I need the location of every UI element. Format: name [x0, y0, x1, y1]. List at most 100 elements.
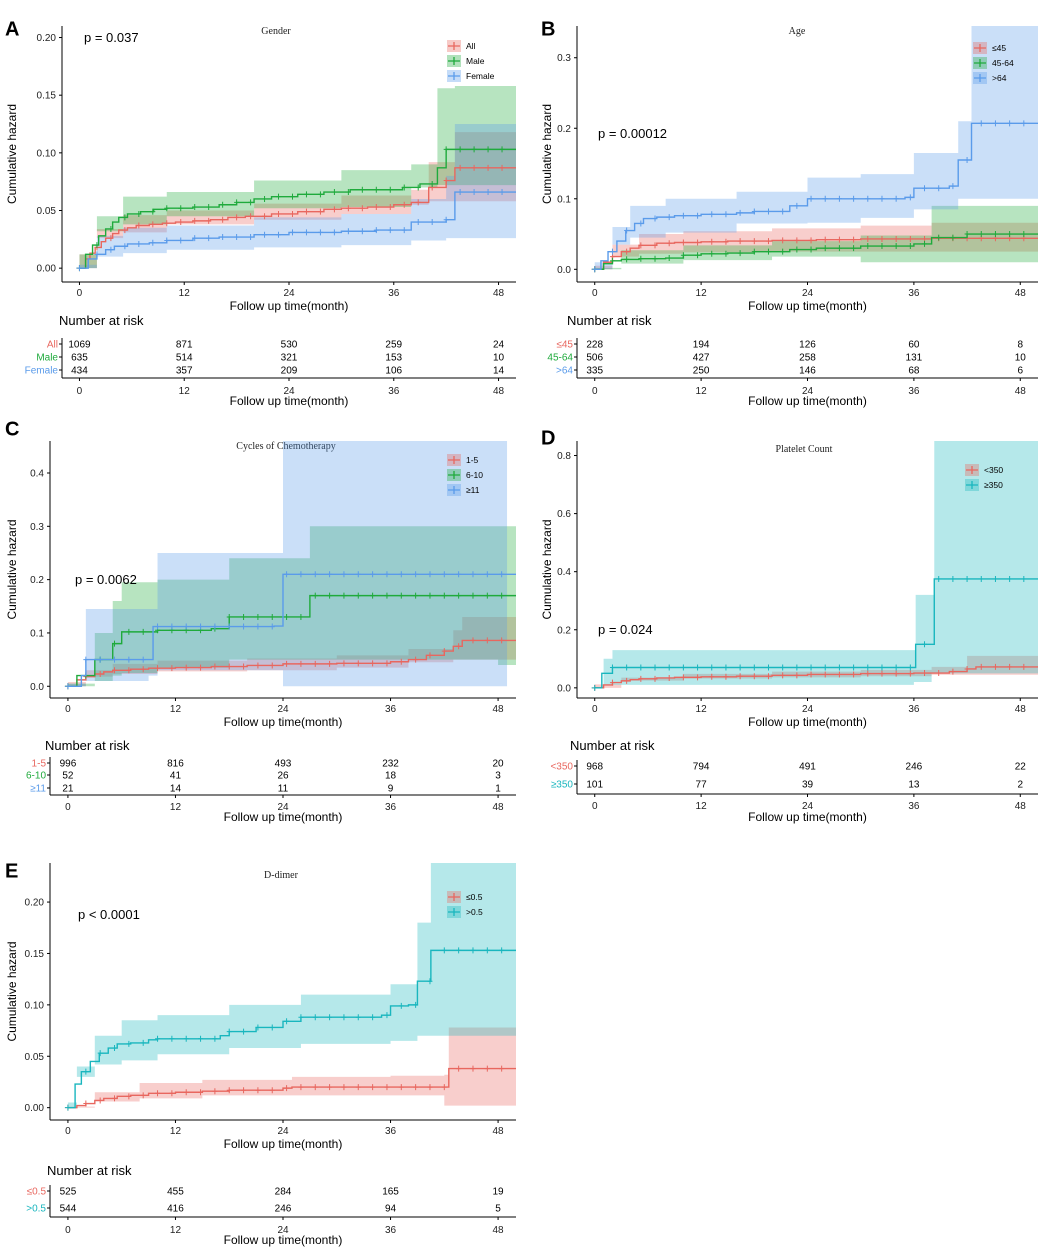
legend-key: [966, 466, 978, 474]
censor-mark: [164, 205, 170, 212]
legend-label: All: [466, 41, 476, 51]
censor-mark: [212, 623, 218, 630]
censor-mark: [276, 210, 282, 217]
risk-count: 427: [693, 353, 710, 364]
censor-mark: [312, 660, 318, 667]
censor-mark: [652, 675, 658, 682]
censor-mark: [122, 227, 128, 234]
risk-count: 14: [170, 784, 182, 795]
censor-mark: [284, 660, 290, 667]
legend-label: 6-10: [466, 470, 483, 480]
plot-area: [591, 441, 1038, 691]
y-tick-label: 0.2: [30, 575, 44, 586]
censor-mark: [248, 234, 254, 241]
censor-mark: [922, 240, 928, 247]
risk-row-label: 6-10: [26, 771, 46, 782]
censor-mark: [680, 239, 686, 246]
censor-mark: [499, 637, 505, 644]
censor-mark: [695, 212, 701, 219]
censor-mark: [1021, 231, 1027, 238]
censor-mark: [441, 592, 447, 599]
censor-mark: [695, 674, 701, 681]
censor-mark: [317, 208, 323, 215]
x-tick-label: 0: [592, 288, 598, 299]
censor-mark: [83, 1068, 89, 1075]
censor-mark: [303, 191, 309, 198]
censor-mark: [893, 243, 899, 250]
censor-mark: [950, 575, 956, 582]
risk-count: 968: [586, 762, 603, 773]
risk-count: 258: [799, 353, 816, 364]
censor-mark: [241, 1087, 247, 1094]
censor-mark: [387, 227, 393, 234]
risk-count: 10: [493, 353, 505, 364]
x-axis-label: Follow up time(month): [224, 1137, 343, 1151]
risk-count: 60: [908, 340, 920, 351]
censor-mark: [865, 670, 871, 677]
censor-mark: [169, 1035, 175, 1042]
censor-mark: [456, 947, 462, 954]
censor-mark: [822, 195, 828, 202]
censor-mark: [298, 1014, 304, 1021]
legend: <350 ≥350: [965, 464, 1003, 491]
censor-mark: [751, 208, 757, 215]
censor-mark: [822, 236, 828, 243]
series-line-≥11: [67, 573, 516, 687]
censor-mark: [879, 195, 885, 202]
censor-mark: [212, 1035, 218, 1042]
start-mark: [64, 1104, 71, 1111]
censor-mark: [499, 146, 505, 153]
risk-count: 209: [281, 366, 298, 377]
censor-mark: [241, 663, 247, 670]
risk-x-tick-label: 12: [170, 802, 182, 813]
censor-mark: [183, 1089, 189, 1096]
x-tick-label: 24: [283, 288, 295, 299]
censor-mark: [441, 947, 447, 954]
censor-mark: [198, 1089, 204, 1096]
censor-mark: [262, 195, 268, 202]
censor-mark: [140, 1039, 146, 1046]
risk-x-tick-label: 36: [385, 802, 397, 813]
censor-mark: [317, 229, 323, 236]
risk-count: 1: [495, 784, 501, 795]
risk-table-title: Number at risk: [59, 313, 144, 328]
legend-key: [448, 72, 460, 80]
censor-mark: [879, 235, 885, 242]
y-tick-label: 0.1: [557, 194, 571, 205]
censor-mark: [384, 1012, 390, 1019]
y-tick-label: 0.6: [557, 509, 571, 520]
x-tick-label: 24: [802, 704, 814, 715]
risk-count: 24: [493, 340, 505, 351]
y-tick-label: 0.20: [25, 898, 45, 909]
censor-mark: [723, 664, 729, 671]
censor-mark: [234, 234, 240, 241]
panel-D: D Platelet Count 0 12 24 36 48 0.0 0.2 0.4 0.6 0.8 F…: [540, 428, 1038, 824]
censor-mark: [836, 671, 842, 678]
censor-mark: [284, 1085, 290, 1092]
censor-mark: [950, 234, 956, 241]
censor-mark: [709, 211, 715, 218]
censor-mark: [289, 229, 295, 236]
x-tick-label: 48: [1015, 288, 1027, 299]
censor-mark: [178, 205, 184, 212]
censor-mark: [206, 217, 212, 224]
censor-mark: [936, 670, 942, 677]
legend-key: [974, 59, 986, 67]
censor-mark: [269, 662, 275, 669]
risk-x-tick-label: 48: [493, 1225, 505, 1236]
censor-mark: [443, 216, 449, 223]
censor-mark: [341, 660, 347, 667]
risk-count: 10: [1015, 353, 1027, 364]
censor-mark: [1007, 120, 1013, 127]
censor-mark: [212, 663, 218, 670]
censor-mark: [97, 656, 103, 663]
x-tick-label: 36: [908, 704, 920, 715]
censor-mark: [1007, 575, 1013, 582]
censor-mark: [695, 252, 701, 259]
censor-mark: [169, 1090, 175, 1097]
plot-title: Gender: [261, 26, 291, 37]
legend-label: 1-5: [466, 455, 479, 465]
censor-mark: [136, 240, 142, 247]
y-tick-label: 0.05: [25, 1052, 45, 1063]
censor-mark: [471, 189, 477, 196]
